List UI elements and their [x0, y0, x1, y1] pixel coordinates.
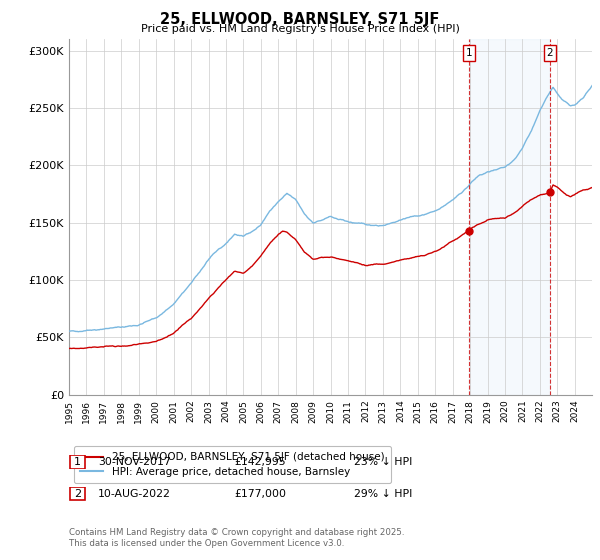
FancyBboxPatch shape [70, 455, 85, 469]
Text: 30-NOV-2017: 30-NOV-2017 [98, 457, 170, 467]
Text: 25, ELLWOOD, BARNSLEY, S71 5JF: 25, ELLWOOD, BARNSLEY, S71 5JF [160, 12, 440, 27]
Bar [469, 39, 550, 395]
Text: 10-AUG-2022: 10-AUG-2022 [98, 489, 170, 499]
Text: £177,000: £177,000 [234, 489, 286, 499]
Legend: 25, ELLWOOD, BARNSLEY, S71 5JF (detached house), HPI: Average price, detached ho: 25, ELLWOOD, BARNSLEY, S71 5JF (detached… [74, 446, 391, 483]
Text: 2: 2 [74, 489, 81, 499]
Text: Contains HM Land Registry data © Crown copyright and database right 2025.
This d: Contains HM Land Registry data © Crown c… [69, 528, 404, 548]
Text: Price paid vs. HM Land Registry's House Price Index (HPI): Price paid vs. HM Land Registry's House … [140, 24, 460, 34]
FancyBboxPatch shape [70, 487, 85, 501]
Text: 1: 1 [466, 48, 472, 58]
Text: £142,995: £142,995 [234, 457, 286, 467]
Text: 1: 1 [74, 457, 81, 467]
Text: 23% ↓ HPI: 23% ↓ HPI [354, 457, 412, 467]
Text: 2: 2 [547, 48, 553, 58]
Text: 29% ↓ HPI: 29% ↓ HPI [354, 489, 412, 499]
